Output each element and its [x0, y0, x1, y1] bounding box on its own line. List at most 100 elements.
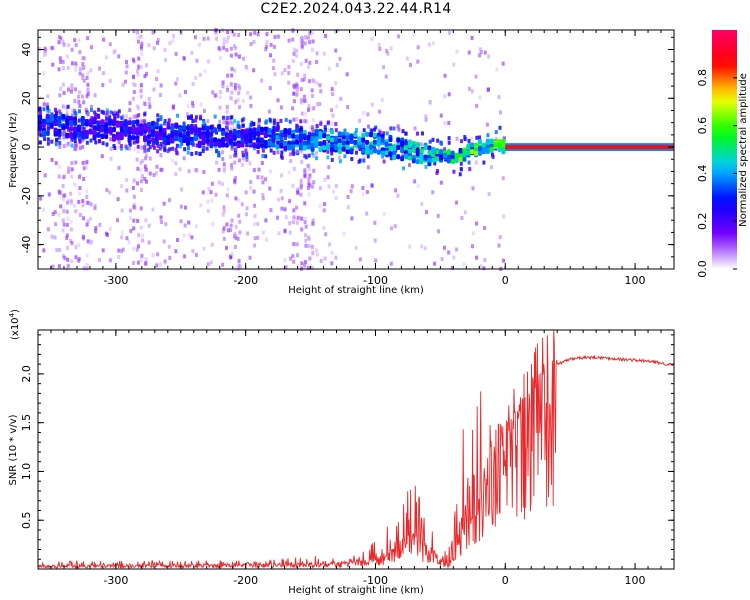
spectrogram-noise-cell: [117, 165, 121, 170]
spectrogram-signal-cell: [372, 147, 377, 153]
spectrogram-noise-cell: [151, 30, 155, 35]
spectrogram-signal-cell: [166, 140, 171, 146]
spectrogram-noise-cell: [295, 216, 299, 221]
spectrogram-noise-cell: [296, 187, 300, 192]
spectrogram-noise-cell: [225, 39, 229, 44]
spectrogram-noise-cell: [206, 208, 210, 213]
spectrogram-xtick-label: 100: [625, 274, 646, 287]
spectrogram-noise-cell: [373, 220, 377, 225]
spectrogram-noise-cell: [77, 90, 81, 95]
spectrogram-signal-cell: [271, 129, 276, 135]
spectrogram-noise-cell: [249, 180, 253, 185]
spectrogram-noise-cell: [222, 45, 226, 50]
spectrogram-noise-cell: [497, 243, 501, 248]
spectrogram-noise-cell: [292, 259, 296, 264]
spectrogram-noise-cell: [97, 139, 101, 144]
spectrogram-noise-cell: [159, 153, 163, 158]
spectrogram-signal-cell: [431, 146, 436, 152]
spectrogram-noise-cell: [283, 207, 287, 212]
spectrogram-noise-cell: [474, 74, 478, 79]
spectrogram-signal-cell: [139, 126, 144, 132]
spectrogram-noise-cell: [105, 188, 109, 193]
spectrogram-noise-cell: [148, 131, 152, 136]
spectrogram-noise-cell: [85, 94, 89, 99]
spectrogram-noise-cell: [350, 216, 354, 221]
spectrogram-noise-cell: [358, 147, 362, 152]
spectrogram-noise-cell: [232, 32, 236, 37]
spectrogram-noise-cell: [280, 206, 284, 211]
spectrogram-noise-cell: [304, 243, 308, 248]
spectrogram-noise-cell: [327, 165, 331, 170]
spectrogram-noise-cell: [86, 219, 90, 224]
spectrogram-noise-cell: [78, 186, 82, 191]
spectrogram-noise-cell: [101, 248, 105, 253]
spectrogram-signal-cell: [197, 140, 202, 146]
spectrogram-signal-cell: [442, 153, 447, 159]
spectrogram-signal-cell: [205, 138, 210, 144]
spectrogram-noise-cell: [295, 84, 299, 89]
spectrogram-noise-cell: [214, 93, 218, 98]
spectrogram-noise-cell: [498, 235, 502, 240]
spectrogram-noise-cell: [296, 215, 300, 220]
spectrogram-noise-cell: [408, 163, 412, 168]
spectrogram-noise-cell: [396, 124, 400, 129]
spectrogram-noise-cell: [108, 258, 112, 263]
spectrogram-signal-cell: [396, 145, 401, 151]
spectrogram-noise-cell: [420, 131, 424, 136]
spectrogram-noise-cell: [330, 157, 334, 162]
spectrogram-signal-cell: [228, 131, 233, 137]
spectrogram-noise-cell: [265, 40, 269, 45]
spectrogram-noise-cell: [384, 74, 388, 79]
snr-x-label: Height of straight line (km): [288, 585, 424, 596]
spectrogram-noise-cell: [70, 167, 74, 172]
spectrogram-noise-cell: [85, 263, 89, 268]
spectrogram-noise-cell: [140, 253, 144, 258]
spectrogram-noise-cell: [221, 115, 225, 120]
spectrogram-noise-cell: [291, 151, 295, 156]
spectrogram-noise-cell: [299, 61, 303, 66]
spectrogram-noise-cell: [229, 254, 233, 259]
spectrogram-noise-cell: [310, 88, 314, 93]
spectrogram-noise-cell: [327, 120, 331, 125]
spectrogram-signal-cell: [92, 135, 97, 141]
spectrogram-signal-cell: [380, 137, 385, 143]
spectrogram-noise-cell: [323, 125, 327, 130]
spectrogram-noise-cell: [459, 139, 463, 144]
spectrogram-noise-cell: [171, 38, 175, 43]
spectrogram-signal-cell: [415, 159, 420, 165]
spectrogram-signal-cell: [201, 134, 206, 140]
spectrogram-noise-cell: [303, 233, 307, 238]
spectrogram-signal-cell: [267, 128, 272, 134]
spectrogram-noise-cell: [233, 86, 237, 91]
spectrogram-noise-cell: [58, 109, 62, 114]
spectrogram-noise-cell: [323, 177, 327, 182]
spectrogram-noise-cell: [98, 128, 102, 133]
spectrogram-signal-cell: [279, 139, 284, 145]
spectrogram-noise-cell: [295, 48, 299, 53]
spectrogram-noise-cell: [394, 188, 398, 193]
spectrogram-noise-cell: [253, 30, 257, 35]
spectrogram-noise-cell: [77, 116, 81, 121]
spectrogram-noise-cell: [214, 30, 218, 35]
spectrogram-noise-cell: [85, 75, 89, 80]
spectrogram-noise-cell: [206, 199, 210, 204]
spectrogram-noise-cell: [303, 174, 307, 179]
spectrogram-noise-cell: [319, 259, 323, 264]
spectrogram-noise-cell: [455, 49, 459, 54]
spectrogram-noise-cell: [287, 38, 291, 43]
spectrogram-signal-cell: [170, 137, 175, 143]
spectrogram-noise-cell: [117, 145, 121, 150]
spectrogram-noise-cell: [116, 114, 120, 119]
colorbar-label: Normalized spectral amplitude: [738, 73, 749, 227]
spectrogram-noise-cell: [287, 71, 291, 76]
spectrogram-noise-cell: [186, 146, 190, 151]
spectrogram-signal-cell: [69, 133, 74, 139]
spectrogram-noise-cell: [143, 164, 147, 169]
spectrogram-noise-cell: [264, 47, 268, 52]
spectrogram-noise-cell: [260, 161, 264, 166]
spectrogram-noise-cell: [125, 146, 129, 151]
spectrogram-noise-cell: [358, 118, 362, 123]
spectrogram-noise-cell: [233, 100, 237, 105]
spectrogram-noise-cell: [219, 90, 223, 95]
spectrogram-noise-cell: [128, 117, 132, 122]
